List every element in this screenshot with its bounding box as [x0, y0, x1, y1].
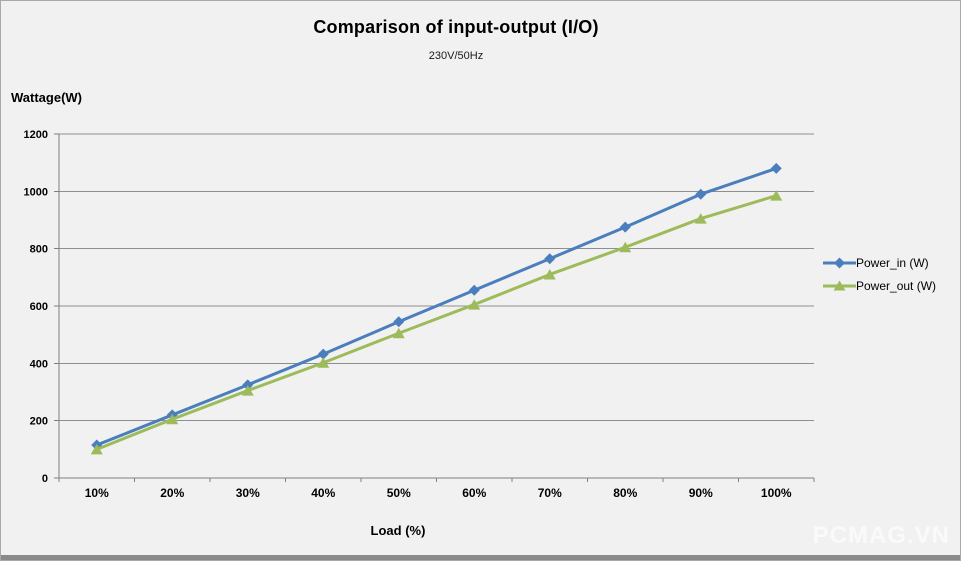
y-tick-label-600: 600 [30, 301, 48, 313]
x-axis-title: Load (%) [370, 523, 426, 538]
data-point-power-in-w--50% [393, 316, 405, 328]
data-point-power-out-w--100% [770, 190, 783, 201]
data-point-power-out-w--60% [468, 299, 481, 310]
x-tick-label-70%: 70% [538, 486, 562, 500]
x-tick-label-30%: 30% [236, 486, 260, 500]
data-point-power-out-w--30% [241, 385, 254, 396]
series-line-power-in-w- [95, 166, 778, 447]
data-point-power-in-w--40% [317, 348, 329, 360]
data-point-power-in-w--100% [770, 162, 782, 174]
data-point-power-out-w--40% [317, 357, 330, 368]
data-point-power-in-w--80% [619, 221, 631, 233]
y-axis-title: Wattage(W) [11, 90, 83, 105]
x-tick-label-90%: 90% [689, 486, 713, 500]
y-tick-label-800: 800 [30, 244, 48, 256]
y-tick-label-400: 400 [30, 358, 48, 370]
y-tick-label-200: 200 [30, 416, 48, 428]
legend: Power_in (W) Power_out (W) [823, 256, 936, 293]
watermark: PCMAG.VN [812, 522, 950, 549]
legend-label-power-in: Power_in (W) [856, 256, 929, 270]
x-tick-label-80%: 80% [613, 486, 637, 500]
x-tick-label-50%: 50% [387, 486, 411, 500]
data-point-power-out-w--80% [619, 241, 632, 253]
x-tick-label-10%: 10% [85, 486, 109, 500]
chart-title: Comparison of input-output (I/O) [313, 17, 599, 37]
data-point-power-in-w--70% [544, 253, 556, 265]
data-point-power-in-w--60% [468, 284, 480, 296]
data-point-power-out-w--70% [543, 268, 556, 280]
x-tick-label-60%: 60% [462, 486, 486, 500]
chart-subtitle: 230V/50Hz [428, 50, 484, 62]
bottom-strip [1, 555, 960, 560]
y-tick-label-1000: 1000 [24, 186, 48, 198]
data-point-power-in-w--90% [695, 188, 707, 200]
data-point-power-out-w--90% [694, 213, 707, 224]
power-in-legend-marker-icon [823, 257, 856, 269]
series-line-power-out-w- [95, 194, 778, 451]
data-point-power-out-w--10% [90, 443, 103, 455]
legend-item-power-in: Power_in (W) [823, 256, 936, 270]
x-tick-label-20%: 20% [160, 486, 184, 500]
data-point-power-in-w--30% [242, 379, 254, 391]
data-point-power-out-w--20% [166, 413, 179, 425]
legend-item-power-out: Power_out (W) [823, 279, 936, 293]
legend-label-power-out: Power_out (W) [856, 279, 937, 293]
power-out-legend-marker-icon [823, 280, 856, 291]
y-tick-label-0: 0 [42, 473, 48, 485]
x-tick-label-100%: 100% [761, 486, 792, 500]
x-tick-label-40%: 40% [311, 486, 335, 500]
data-point-power-out-w--50% [392, 327, 405, 339]
y-tick-label-1200: 1200 [24, 129, 48, 141]
